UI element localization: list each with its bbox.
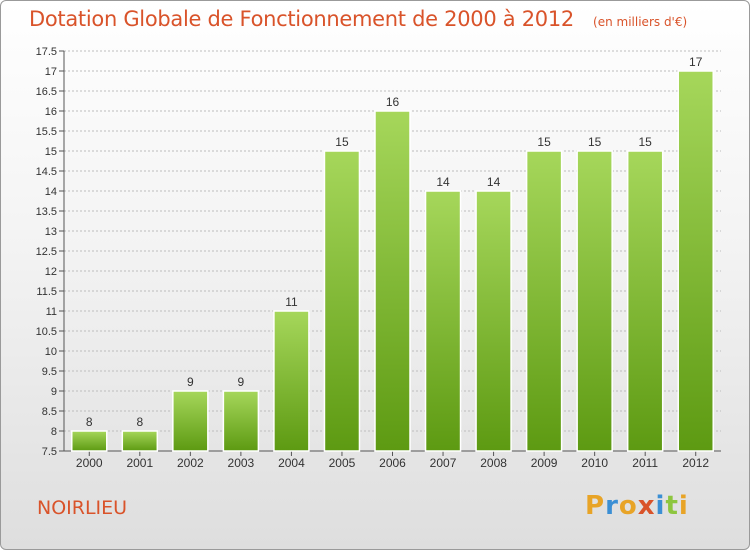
y-tick-label: 8.5: [42, 406, 57, 418]
y-tick-label: 9.5: [42, 366, 57, 378]
x-tick-label: 2000: [76, 456, 103, 470]
value-label: 14: [487, 175, 501, 189]
y-tick-label: 13.5: [36, 206, 57, 218]
y-tick-label: 10: [45, 346, 57, 358]
x-tick-label: 2002: [177, 456, 204, 470]
logo-letter: i: [678, 491, 689, 521]
y-tick-label: 17: [45, 66, 57, 78]
value-label: 9: [238, 375, 245, 389]
labels: 7.5 8 8.5 9 9.5 10 10.5 11 11.5 12 12.5 13 13.5 14 14.…: [36, 46, 710, 470]
y-tick-label: 17.5: [36, 46, 57, 58]
logo-letter: t: [665, 491, 679, 521]
title-row: Dotation Globale de Fonctionnement de 20…: [29, 7, 687, 31]
bar-2000: [71, 430, 108, 452]
value-label: 16: [386, 95, 400, 109]
value-label: 17: [689, 55, 703, 69]
logo-letter: x: [637, 491, 656, 521]
x-tick-label: 2008: [480, 456, 507, 470]
value-label: 8: [86, 415, 93, 429]
value-label: 15: [335, 135, 349, 149]
bars: [71, 70, 714, 452]
bar-2010: [576, 150, 613, 452]
bar-2005: [323, 150, 361, 452]
value-label: 15: [588, 135, 602, 149]
bar-2004: [273, 310, 310, 452]
bar-2001: [121, 430, 159, 452]
value-label: 11: [285, 295, 298, 309]
value-label: 15: [639, 135, 653, 149]
value-label: 14: [436, 175, 450, 189]
x-tick-label: 2007: [430, 456, 457, 470]
chart-title: Dotation Globale de Fonctionnement de 20…: [29, 7, 574, 31]
x-tick-label: 2006: [379, 456, 406, 470]
x-tick-label: 2004: [278, 456, 305, 470]
bar-2008: [475, 190, 512, 452]
logo-letter: i: [655, 491, 666, 521]
bar-2002: [172, 390, 209, 452]
value-label: 15: [537, 135, 551, 149]
commune-name: NOIRLIEU: [37, 497, 128, 519]
logo-letter: P: [585, 491, 606, 521]
x-tick-label: 2010: [581, 456, 608, 470]
y-tick-label: 13: [45, 226, 57, 238]
y-tick-label: 9: [51, 386, 57, 398]
y-tick-label: 11: [46, 306, 57, 318]
x-tick-label: 2011: [632, 456, 658, 470]
bar-2011: [626, 150, 664, 452]
x-tick-label: 2001: [126, 456, 153, 470]
x-tick-label: 2009: [531, 456, 558, 470]
y-tick-label: 11.5: [36, 286, 57, 298]
y-tick-label: 15: [45, 146, 57, 158]
bar-2007: [424, 190, 462, 452]
bar-2009: [525, 150, 563, 452]
y-tick-label: 16: [45, 106, 57, 118]
bar-2003: [222, 390, 260, 452]
y-tick-label: 7.5: [42, 446, 57, 458]
y-tick-label: 15.5: [36, 126, 57, 138]
x-tick-label: 2012: [682, 456, 709, 470]
value-label: 9: [187, 375, 194, 389]
x-tick-label: 2005: [329, 456, 356, 470]
logo-letter: o: [618, 491, 638, 521]
y-tick-label: 14.5: [36, 166, 57, 178]
y-tick-label: 12.5: [36, 246, 57, 258]
logo-letter: r: [605, 491, 619, 521]
bar-2012: [677, 70, 714, 452]
proxiti-logo[interactable]: Proxiti: [585, 491, 689, 521]
y-tick-label: 8: [51, 426, 57, 438]
y-tick-label: 16.5: [36, 86, 57, 98]
x-tick-label: 2003: [228, 456, 255, 470]
y-tick-label: 14: [45, 186, 57, 198]
bar-2006: [374, 110, 411, 452]
y-tick-label: 10.5: [36, 326, 57, 338]
value-label: 8: [136, 415, 143, 429]
y-tick-label: 12: [45, 266, 57, 278]
chart-subtitle: (en milliers d'€): [593, 15, 688, 29]
